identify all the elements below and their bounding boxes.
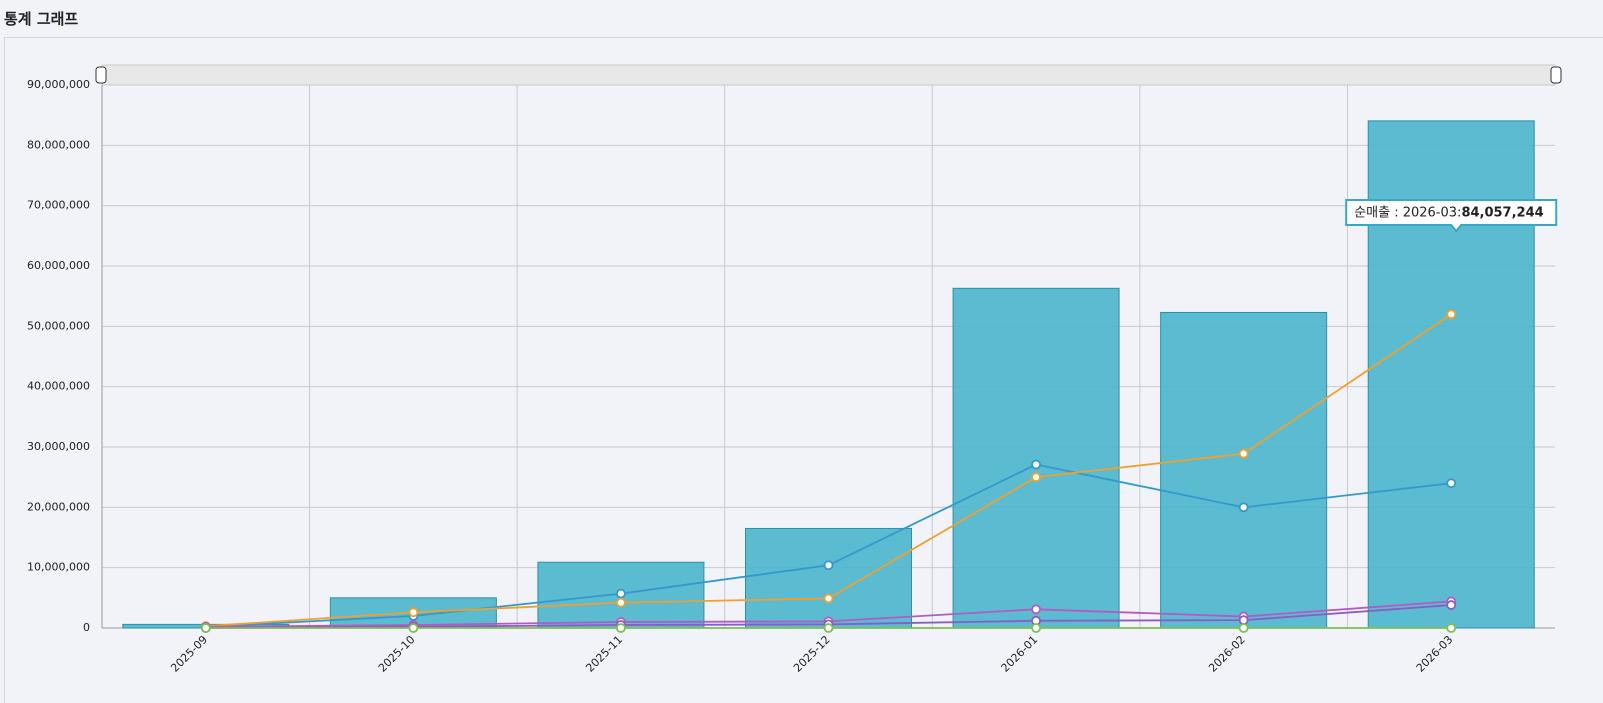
line-marker [1446,478,1457,489]
line-marker [823,623,834,633]
line-marker [616,588,626,599]
y-tick-label: 70,000,000 [27,199,90,212]
bar [1160,311,1328,629]
line-marker [1446,309,1457,320]
line-marker [616,623,626,633]
x-tick-label: 2025-10 [376,633,418,675]
line-marker [1031,604,1041,615]
line-marker [408,607,419,618]
x-tick-label: 2025-09 [168,633,210,675]
tooltip-box [1345,199,1558,233]
x-tick-label: 2025-12 [791,633,833,675]
scroller-handle[interactable] [95,66,107,84]
x-tick-label: 2025-11 [583,633,625,675]
line-marker [1031,459,1041,470]
x-tick-label: 2026-03 [1414,633,1456,675]
line-marker [1238,615,1249,626]
tooltip-text: 순매출 : 2026-03:84,057,244 [1354,205,1543,220]
x-tick-label: 2026-02 [1206,633,1248,675]
y-tick-label: 30,000,000 [27,440,90,453]
line-marker [823,593,834,604]
line-marker [200,623,211,633]
range-scroller[interactable] [101,64,1556,86]
line-marker [1238,502,1249,513]
line-marker [616,597,626,608]
scroller-handle[interactable] [1550,66,1562,84]
y-tick-label: 10,000,000 [27,561,90,574]
line-marker [1238,448,1249,459]
y-tick-label: 90,000,000 [27,78,90,91]
line-marker [823,560,834,571]
y-tick-label: 80,000,000 [27,138,90,151]
line-marker [408,623,419,633]
x-tick-label: 2026-01 [999,633,1041,675]
tooltip-value: 84,057,244 [1461,205,1543,220]
line-marker [1446,623,1457,633]
y-tick-label: 60,000,000 [27,259,90,272]
page-title: 통계 그래프 [4,10,79,28]
chart-panel [4,37,1603,703]
line-marker [1446,600,1457,610]
y-tick-label: 20,000,000 [27,500,90,513]
line-marker [1031,623,1041,633]
line-marker [1031,472,1041,483]
tooltip-label: 순매출 : 2026-03: [1354,205,1461,220]
bar [952,287,1120,629]
bar [745,527,912,629]
y-tick-label: 50,000,000 [27,319,90,332]
y-tick-label: 40,000,000 [27,380,90,393]
bar [1367,120,1535,629]
y-tick-label: 0 [83,621,90,634]
line-marker [1238,623,1249,633]
